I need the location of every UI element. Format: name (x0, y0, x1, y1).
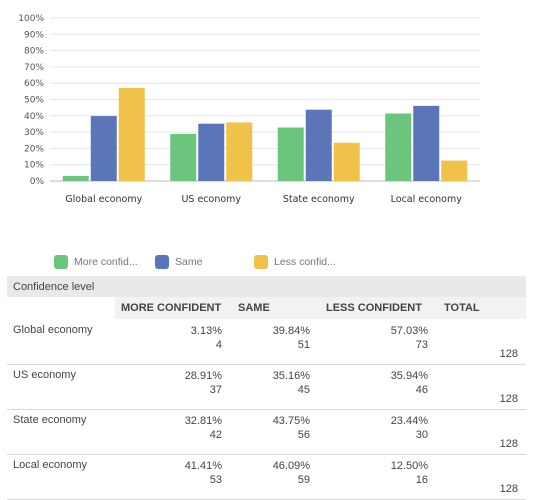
y-tick-label: 10% (24, 161, 44, 171)
y-tick-label: 80% (24, 47, 44, 57)
table-row: US economy 28.91% 37 35.16% 45 35.94% 46 128 (7, 364, 526, 410)
legend-swatch-less-confident (254, 255, 268, 269)
legend-label-same: Same (175, 256, 203, 268)
confidence-table: Confidence level MORE CONFIDENT SAME LES… (7, 276, 526, 500)
row-label: Local economy (7, 454, 115, 500)
cell-count: 42 (209, 429, 222, 441)
table-header-row: MORE CONFIDENT SAME LESS CONFIDENT TOTAL (7, 297, 526, 320)
row-label: US economy (7, 364, 115, 410)
row-label: State economy (7, 409, 115, 455)
legend-swatch-more-confident (54, 255, 68, 269)
header-more-confident: MORE CONFIDENT (115, 297, 232, 320)
bar-more-confident[interactable] (277, 127, 304, 181)
cell-count: 56 (297, 429, 310, 441)
cell-count: 30 (415, 429, 428, 441)
bar-same[interactable] (198, 123, 225, 181)
table-caption-row: Confidence level (7, 276, 526, 297)
cell-percent: 46.09% (272, 460, 310, 472)
cell-percent: 12.50% (390, 460, 428, 472)
row-label: Global economy (7, 319, 115, 365)
y-tick-label: 90% (24, 30, 44, 40)
cell-total: 128 (438, 409, 526, 455)
x-category-label: Global economy (65, 194, 142, 205)
legend-item-same[interactable]: Same (155, 253, 202, 271)
table-cell: 43.75% 56 (232, 409, 320, 455)
cell-count: 46 (415, 384, 428, 396)
cell-percent: 39.84% (272, 325, 310, 337)
header-total: TOTAL (438, 297, 526, 320)
cell-count: 16 (415, 474, 428, 486)
cell-count: 51 (297, 339, 310, 351)
table-cell: 32.81% 42 (115, 409, 232, 455)
header-blank (7, 297, 115, 320)
y-tick-label: 50% (24, 96, 44, 106)
legend-label-less-confident: Less confid... (274, 256, 336, 268)
table-cell: 23.44% 30 (320, 409, 438, 455)
legend-item-more-confident[interactable]: More confid... (54, 253, 138, 271)
header-same: SAME (232, 297, 320, 320)
bar-less-confident[interactable] (226, 122, 253, 181)
legend-label-more-confident: More confid... (74, 256, 138, 268)
cell-percent: 41.41% (184, 460, 222, 472)
chart-legend: More confid... Same Less confid... (0, 253, 534, 271)
y-tick-label: 60% (24, 79, 44, 89)
y-tick-label: 70% (24, 63, 44, 73)
bar-more-confident[interactable] (170, 133, 197, 181)
y-tick-label: 0% (30, 177, 45, 187)
bar-same[interactable] (413, 105, 440, 181)
table-row: Global economy 3.13% 4 39.84% 51 57.03% 73 128 (7, 319, 526, 365)
x-category-label: Local economy (391, 194, 463, 205)
cell-percent: 32.81% (184, 415, 222, 427)
cell-count: 59 (297, 474, 310, 486)
table-row: Local economy 41.41% 53 46.09% 59 12.50% 16 128 (7, 454, 526, 500)
table-cell: 46.09% 59 (232, 454, 320, 500)
cell-percent: 43.75% (272, 415, 310, 427)
table-cell: 39.84% 51 (232, 319, 320, 365)
header-less-confident: LESS CONFIDENT (320, 297, 438, 320)
y-tick-label: 30% (24, 128, 44, 138)
table-cell: 57.03% 73 (320, 319, 438, 365)
cell-count: 4 (215, 339, 222, 351)
table-cell: 28.91% 37 (115, 364, 232, 410)
y-tick-label: 100% (18, 14, 44, 24)
legend-item-less-confident[interactable]: Less confid... (254, 253, 336, 271)
y-tick-label: 20% (24, 144, 44, 154)
bar-less-confident[interactable] (333, 142, 360, 181)
cell-percent: 3.13% (190, 325, 222, 337)
bar-chart: 0% 10% 20% 30% 40% 50% 60% 70% 80% 90% 100% Global … (18, 14, 480, 205)
y-tick-label: 40% (24, 112, 44, 122)
table-caption: Confidence level (7, 276, 526, 297)
bar-more-confident[interactable] (62, 175, 89, 181)
cell-count: 37 (209, 384, 222, 396)
cell-percent: 23.44% (390, 415, 428, 427)
table-row: State economy 32.81% 42 43.75% 56 23.44% 30 128 (7, 409, 526, 455)
cell-percent: 28.91% (184, 370, 222, 382)
table-cell: 3.13% 4 (115, 319, 232, 365)
table-cell: 41.41% 53 (115, 454, 232, 500)
x-category-label: State economy (283, 194, 355, 205)
bar-less-confident[interactable] (441, 160, 468, 181)
bar-less-confident[interactable] (118, 88, 145, 181)
bar-same[interactable] (90, 116, 117, 181)
bar-more-confident[interactable] (385, 113, 412, 181)
table-cell: 12.50% 16 (320, 454, 438, 500)
cell-count: 45 (297, 384, 310, 396)
cell-total: 128 (438, 454, 526, 500)
cell-percent: 57.03% (390, 325, 428, 337)
cell-total: 128 (438, 364, 526, 410)
cell-count: 53 (209, 474, 222, 486)
cell-total: 128 (438, 319, 526, 365)
table-cell: 35.94% 46 (320, 364, 438, 410)
cell-percent: 35.94% (390, 370, 428, 382)
bar-same[interactable] (305, 109, 332, 181)
table-cell: 35.16% 45 (232, 364, 320, 410)
legend-swatch-same (155, 255, 169, 269)
cell-count: 73 (415, 339, 428, 351)
cell-percent: 35.16% (272, 370, 310, 382)
x-category-label: US economy (181, 194, 241, 205)
